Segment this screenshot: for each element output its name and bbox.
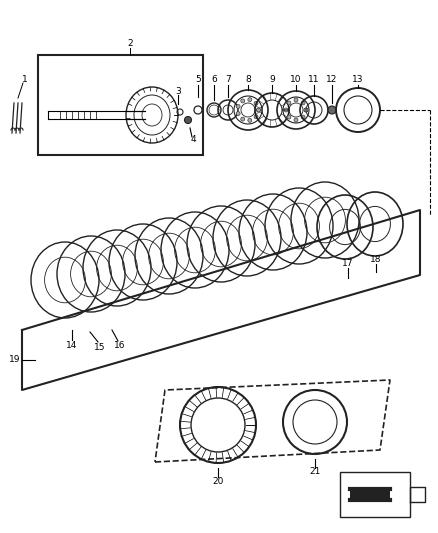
Circle shape [248, 118, 252, 123]
Circle shape [301, 101, 305, 105]
Text: 11: 11 [308, 76, 320, 85]
Text: 2: 2 [127, 39, 133, 49]
Circle shape [294, 98, 298, 102]
Circle shape [257, 108, 261, 112]
Circle shape [241, 99, 245, 103]
Text: 17: 17 [342, 259, 354, 268]
Text: 16: 16 [114, 342, 126, 351]
Text: 6: 6 [211, 76, 217, 85]
Circle shape [236, 111, 240, 116]
Circle shape [236, 104, 240, 108]
Text: 10: 10 [290, 76, 302, 85]
Circle shape [287, 115, 291, 119]
Circle shape [184, 117, 191, 124]
Circle shape [287, 101, 291, 105]
Circle shape [294, 118, 298, 122]
Text: 1: 1 [22, 76, 28, 85]
Text: 5: 5 [195, 76, 201, 85]
Text: 15: 15 [94, 343, 106, 351]
Circle shape [301, 115, 305, 119]
Circle shape [284, 108, 288, 112]
Circle shape [328, 106, 336, 114]
Text: 7: 7 [225, 76, 231, 85]
Bar [350, 489, 390, 500]
Text: 20: 20 [212, 477, 224, 486]
Text: 12: 12 [326, 76, 338, 85]
Circle shape [257, 108, 261, 112]
Circle shape [248, 98, 252, 102]
Text: 4: 4 [190, 135, 196, 144]
Circle shape [254, 101, 258, 105]
Text: 13: 13 [352, 76, 364, 85]
Text: 9: 9 [269, 76, 275, 85]
Bar [38, 55, 203, 155]
Circle shape [241, 117, 245, 121]
Text: 14: 14 [66, 341, 78, 350]
Text: 19: 19 [9, 356, 21, 365]
Circle shape [304, 108, 308, 112]
Text: 21: 21 [309, 467, 321, 477]
Text: 3: 3 [175, 86, 181, 95]
Circle shape [304, 108, 308, 112]
Text: 8: 8 [245, 76, 251, 85]
Text: 18: 18 [370, 255, 382, 264]
Circle shape [254, 115, 258, 119]
Bar [340, 472, 410, 517]
